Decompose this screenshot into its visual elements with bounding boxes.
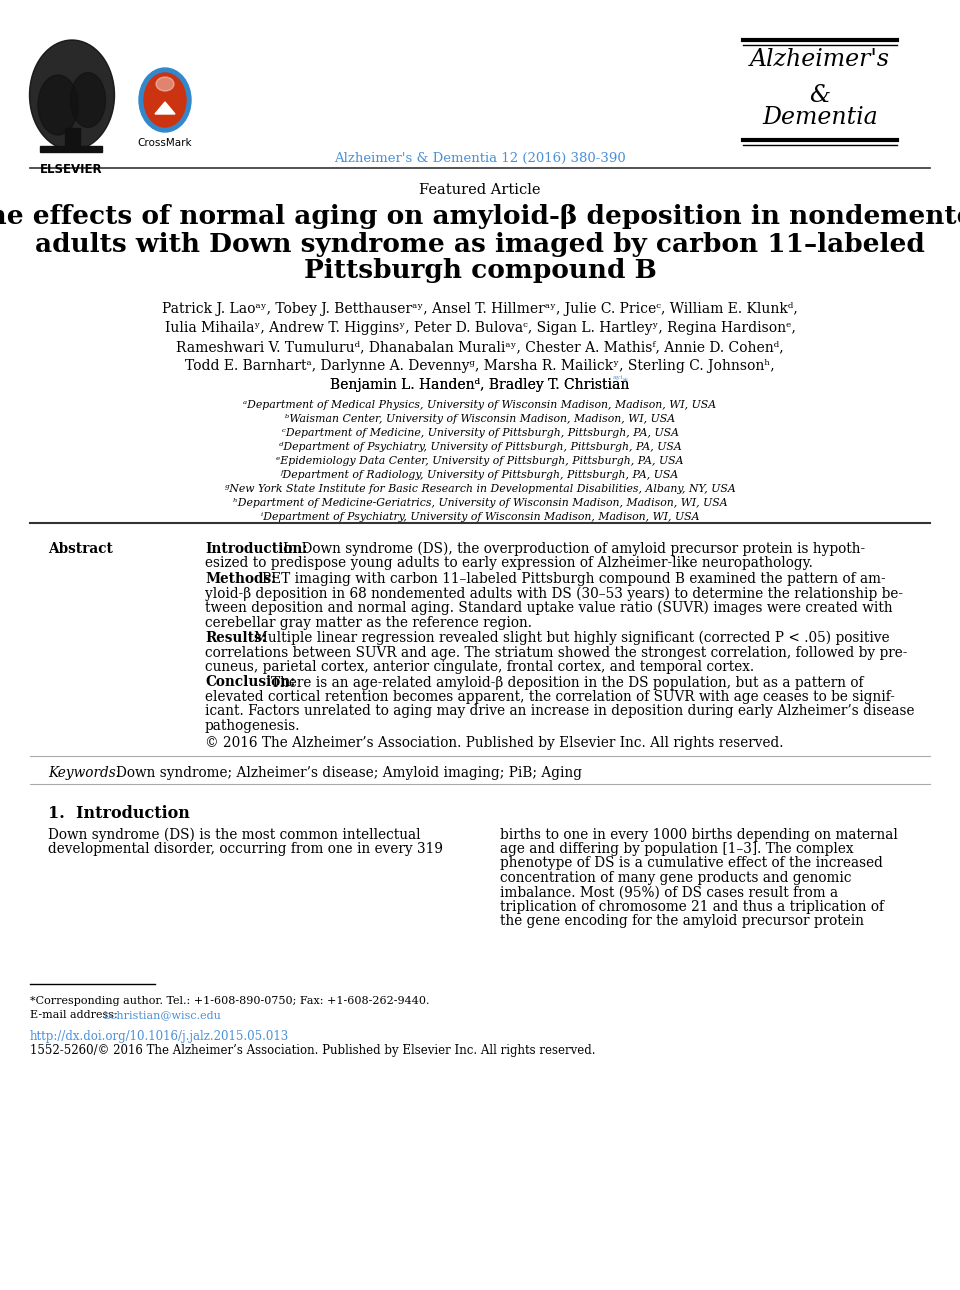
Text: yloid-β deposition in 68 nondemented adults with DS (30–53 years) to determine t: yloid-β deposition in 68 nondemented adu… <box>205 587 903 601</box>
Text: Abstract: Abstract <box>48 542 113 556</box>
Ellipse shape <box>144 74 186 126</box>
Text: elevated cortical retention becomes apparent, the correlation of SUVR with age c: elevated cortical retention becomes appa… <box>205 690 895 704</box>
Text: Benjamin L. Handenᵈ, Bradley T. Christianᵃʸⁱ⁎: Benjamin L. Handenᵈ, Bradley T. Christia… <box>320 378 640 392</box>
Text: © 2016 The Alzheimer’s Association. Published by Elsevier Inc. All rights reserv: © 2016 The Alzheimer’s Association. Publ… <box>205 735 783 749</box>
Text: phenotype of DS is a cumulative effect of the increased: phenotype of DS is a cumulative effect o… <box>500 857 883 871</box>
Text: Dementia: Dementia <box>762 106 877 129</box>
Text: 1552-5260/© 2016 The Alzheimer’s Association. Published by Elsevier Inc. All rig: 1552-5260/© 2016 The Alzheimer’s Associa… <box>30 1044 595 1057</box>
Text: ᶜDepartment of Medicine, University of Pittsburgh, Pittsburgh, PA, USA: ᶜDepartment of Medicine, University of P… <box>281 428 679 439</box>
Polygon shape <box>155 102 175 114</box>
Text: triplication of chromosome 21 and thus a triplication of: triplication of chromosome 21 and thus a… <box>500 900 884 915</box>
Text: Pittsburgh compound B: Pittsburgh compound B <box>303 258 657 283</box>
Text: bchristian@wisc.edu: bchristian@wisc.edu <box>104 1010 222 1020</box>
Text: &: & <box>809 84 830 107</box>
Text: Introduction:: Introduction: <box>205 542 307 556</box>
Text: Todd E. Barnhartᵃ, Darlynne A. Devennyᵍ, Marsha R. Mailickʸ, Sterling C. Johnson: Todd E. Barnhartᵃ, Darlynne A. Devennyᵍ,… <box>185 359 775 373</box>
Text: E-mail address:: E-mail address: <box>30 1010 121 1020</box>
Text: adults with Down syndrome as imaged by carbon 11–labeled: adults with Down syndrome as imaged by c… <box>36 232 924 257</box>
Text: ELSEVIER: ELSEVIER <box>39 163 103 175</box>
Text: ᵃʸⁱ⁎: ᵃʸⁱ⁎ <box>613 375 629 384</box>
Text: Rameshwari V. Tumuluruᵈ, Dhanabalan Muraliᵃʸ, Chester A. Mathisᶠ, Annie D. Cohen: Rameshwari V. Tumuluruᵈ, Dhanabalan Mura… <box>177 341 783 353</box>
Text: Alzheimer's: Alzheimer's <box>750 48 890 71</box>
Text: Patrick J. Laoᵃʸ, Tobey J. Betthauserᵃʸ, Ansel T. Hillmerᵃʸ, Julie C. Priceᶜ, Wi: Patrick J. Laoᵃʸ, Tobey J. Betthauserᵃʸ,… <box>162 302 798 316</box>
Text: icant. Factors unrelated to aging may drive an increase in deposition during ear: icant. Factors unrelated to aging may dr… <box>205 704 915 719</box>
Bar <box>40 146 102 152</box>
Text: PET imaging with carbon 11–labeled Pittsburgh compound B examined the pattern of: PET imaging with carbon 11–labeled Pitts… <box>262 571 886 586</box>
Text: cuneus, parietal cortex, anterior cingulate, frontal cortex, and temporal cortex: cuneus, parietal cortex, anterior cingul… <box>205 660 755 673</box>
Text: imbalance. Most (95%) of DS cases result from a: imbalance. Most (95%) of DS cases result… <box>500 885 838 899</box>
Text: concentration of many gene products and genomic: concentration of many gene products and … <box>500 871 852 885</box>
Text: ᵈDepartment of Psychiatry, University of Pittsburgh, Pittsburgh, PA, USA: ᵈDepartment of Psychiatry, University of… <box>278 442 682 451</box>
Text: Benjamin L. Handenᵈ, Bradley T. Christian: Benjamin L. Handenᵈ, Bradley T. Christia… <box>330 378 630 392</box>
Text: Multiple linear regression revealed slight but highly significant (corrected P <: Multiple linear regression revealed slig… <box>254 631 890 645</box>
Text: 1.  Introduction: 1. Introduction <box>48 805 190 823</box>
Text: ᵍNew York State Institute for Basic Research in Developmental Disabilities, Alba: ᵍNew York State Institute for Basic Rese… <box>225 484 735 494</box>
Text: There is an age-related amyloid-β deposition in the DS population, but as a patt: There is an age-related amyloid-β deposi… <box>271 676 863 689</box>
Text: Results:: Results: <box>205 631 267 645</box>
Text: ʰDepartment of Medicine-Geriatrics, University of Wisconsin Madison, Madison, WI: ʰDepartment of Medicine-Geriatrics, Univ… <box>232 498 728 508</box>
Text: Alzheimer's & Dementia 12 (2016) 380-390: Alzheimer's & Dementia 12 (2016) 380-390 <box>334 152 626 165</box>
Text: The effects of normal aging on amyloid-β deposition in nondemented: The effects of normal aging on amyloid-β… <box>0 204 960 230</box>
Text: CrossMark: CrossMark <box>137 138 192 148</box>
Text: ᵇWaisman Center, University of Wisconsin Madison, Madison, WI, USA: ᵇWaisman Center, University of Wisconsin… <box>285 414 675 424</box>
Text: ᵃDepartment of Medical Physics, University of Wisconsin Madison, Madison, WI, US: ᵃDepartment of Medical Physics, Universi… <box>244 400 716 410</box>
Ellipse shape <box>70 72 106 128</box>
Text: *Corresponding author. Tel.: +1-608-890-0750; Fax: +1-608-262-9440.: *Corresponding author. Tel.: +1-608-890-… <box>30 996 429 1006</box>
Text: esized to predispose young adults to early expression of Alzheimer-like neuropat: esized to predispose young adults to ear… <box>205 556 813 570</box>
Ellipse shape <box>38 75 78 135</box>
Ellipse shape <box>156 77 174 92</box>
Text: Conclusion:: Conclusion: <box>205 676 296 689</box>
Text: ᶠDepartment of Radiology, University of Pittsburgh, Pittsburgh, PA, USA: ᶠDepartment of Radiology, University of … <box>281 470 679 480</box>
Text: In Down syndrome (DS), the overproduction of amyloid precursor protein is hypoth: In Down syndrome (DS), the overproductio… <box>283 542 865 556</box>
Ellipse shape <box>30 40 114 150</box>
Text: http://dx.doi.org/10.1016/j.jalz.2015.05.013: http://dx.doi.org/10.1016/j.jalz.2015.05… <box>30 1029 289 1044</box>
Text: Benjamin L. Handenᵈ, Bradley T. Christian: Benjamin L. Handenᵈ, Bradley T. Christia… <box>330 378 630 392</box>
Text: Iulia Mihailaʸ, Andrew T. Higginsʸ, Peter D. Bulovaᶜ, Sigan L. Hartleyʸ, Regina : Iulia Mihailaʸ, Andrew T. Higginsʸ, Pete… <box>164 321 796 335</box>
Bar <box>65 128 80 148</box>
Text: developmental disorder, occurring from one in every 319: developmental disorder, occurring from o… <box>48 842 443 857</box>
Text: cerebellar gray matter as the reference region.: cerebellar gray matter as the reference … <box>205 615 532 630</box>
Text: age and differing by population [1–3]. The complex: age and differing by population [1–3]. T… <box>500 842 853 857</box>
Text: Down syndrome; Alzheimer’s disease; Amyloid imaging; PiB; Aging: Down syndrome; Alzheimer’s disease; Amyl… <box>116 765 582 779</box>
Text: ᵉEpidemiology Data Center, University of Pittsburgh, Pittsburgh, PA, USA: ᵉEpidemiology Data Center, University of… <box>276 455 684 466</box>
Text: ⁱDepartment of Psychiatry, University of Wisconsin Madison, Madison, WI, USA: ⁱDepartment of Psychiatry, University of… <box>261 512 699 522</box>
Text: correlations between SUVR and age. The striatum showed the strongest correlation: correlations between SUVR and age. The s… <box>205 645 907 659</box>
Text: tween deposition and normal aging. Standard uptake value ratio (SUVR) images wer: tween deposition and normal aging. Stand… <box>205 601 893 615</box>
Text: Keywords:: Keywords: <box>48 765 120 779</box>
Text: Methods:: Methods: <box>205 571 276 586</box>
Text: pathogenesis.: pathogenesis. <box>205 719 300 733</box>
Ellipse shape <box>139 68 191 132</box>
Text: births to one in every 1000 births depending on maternal: births to one in every 1000 births depen… <box>500 827 898 841</box>
Text: the gene encoding for the amyloid precursor protein: the gene encoding for the amyloid precur… <box>500 915 864 929</box>
Text: Down syndrome (DS) is the most common intellectual: Down syndrome (DS) is the most common in… <box>48 827 420 842</box>
Text: Featured Article: Featured Article <box>420 183 540 197</box>
